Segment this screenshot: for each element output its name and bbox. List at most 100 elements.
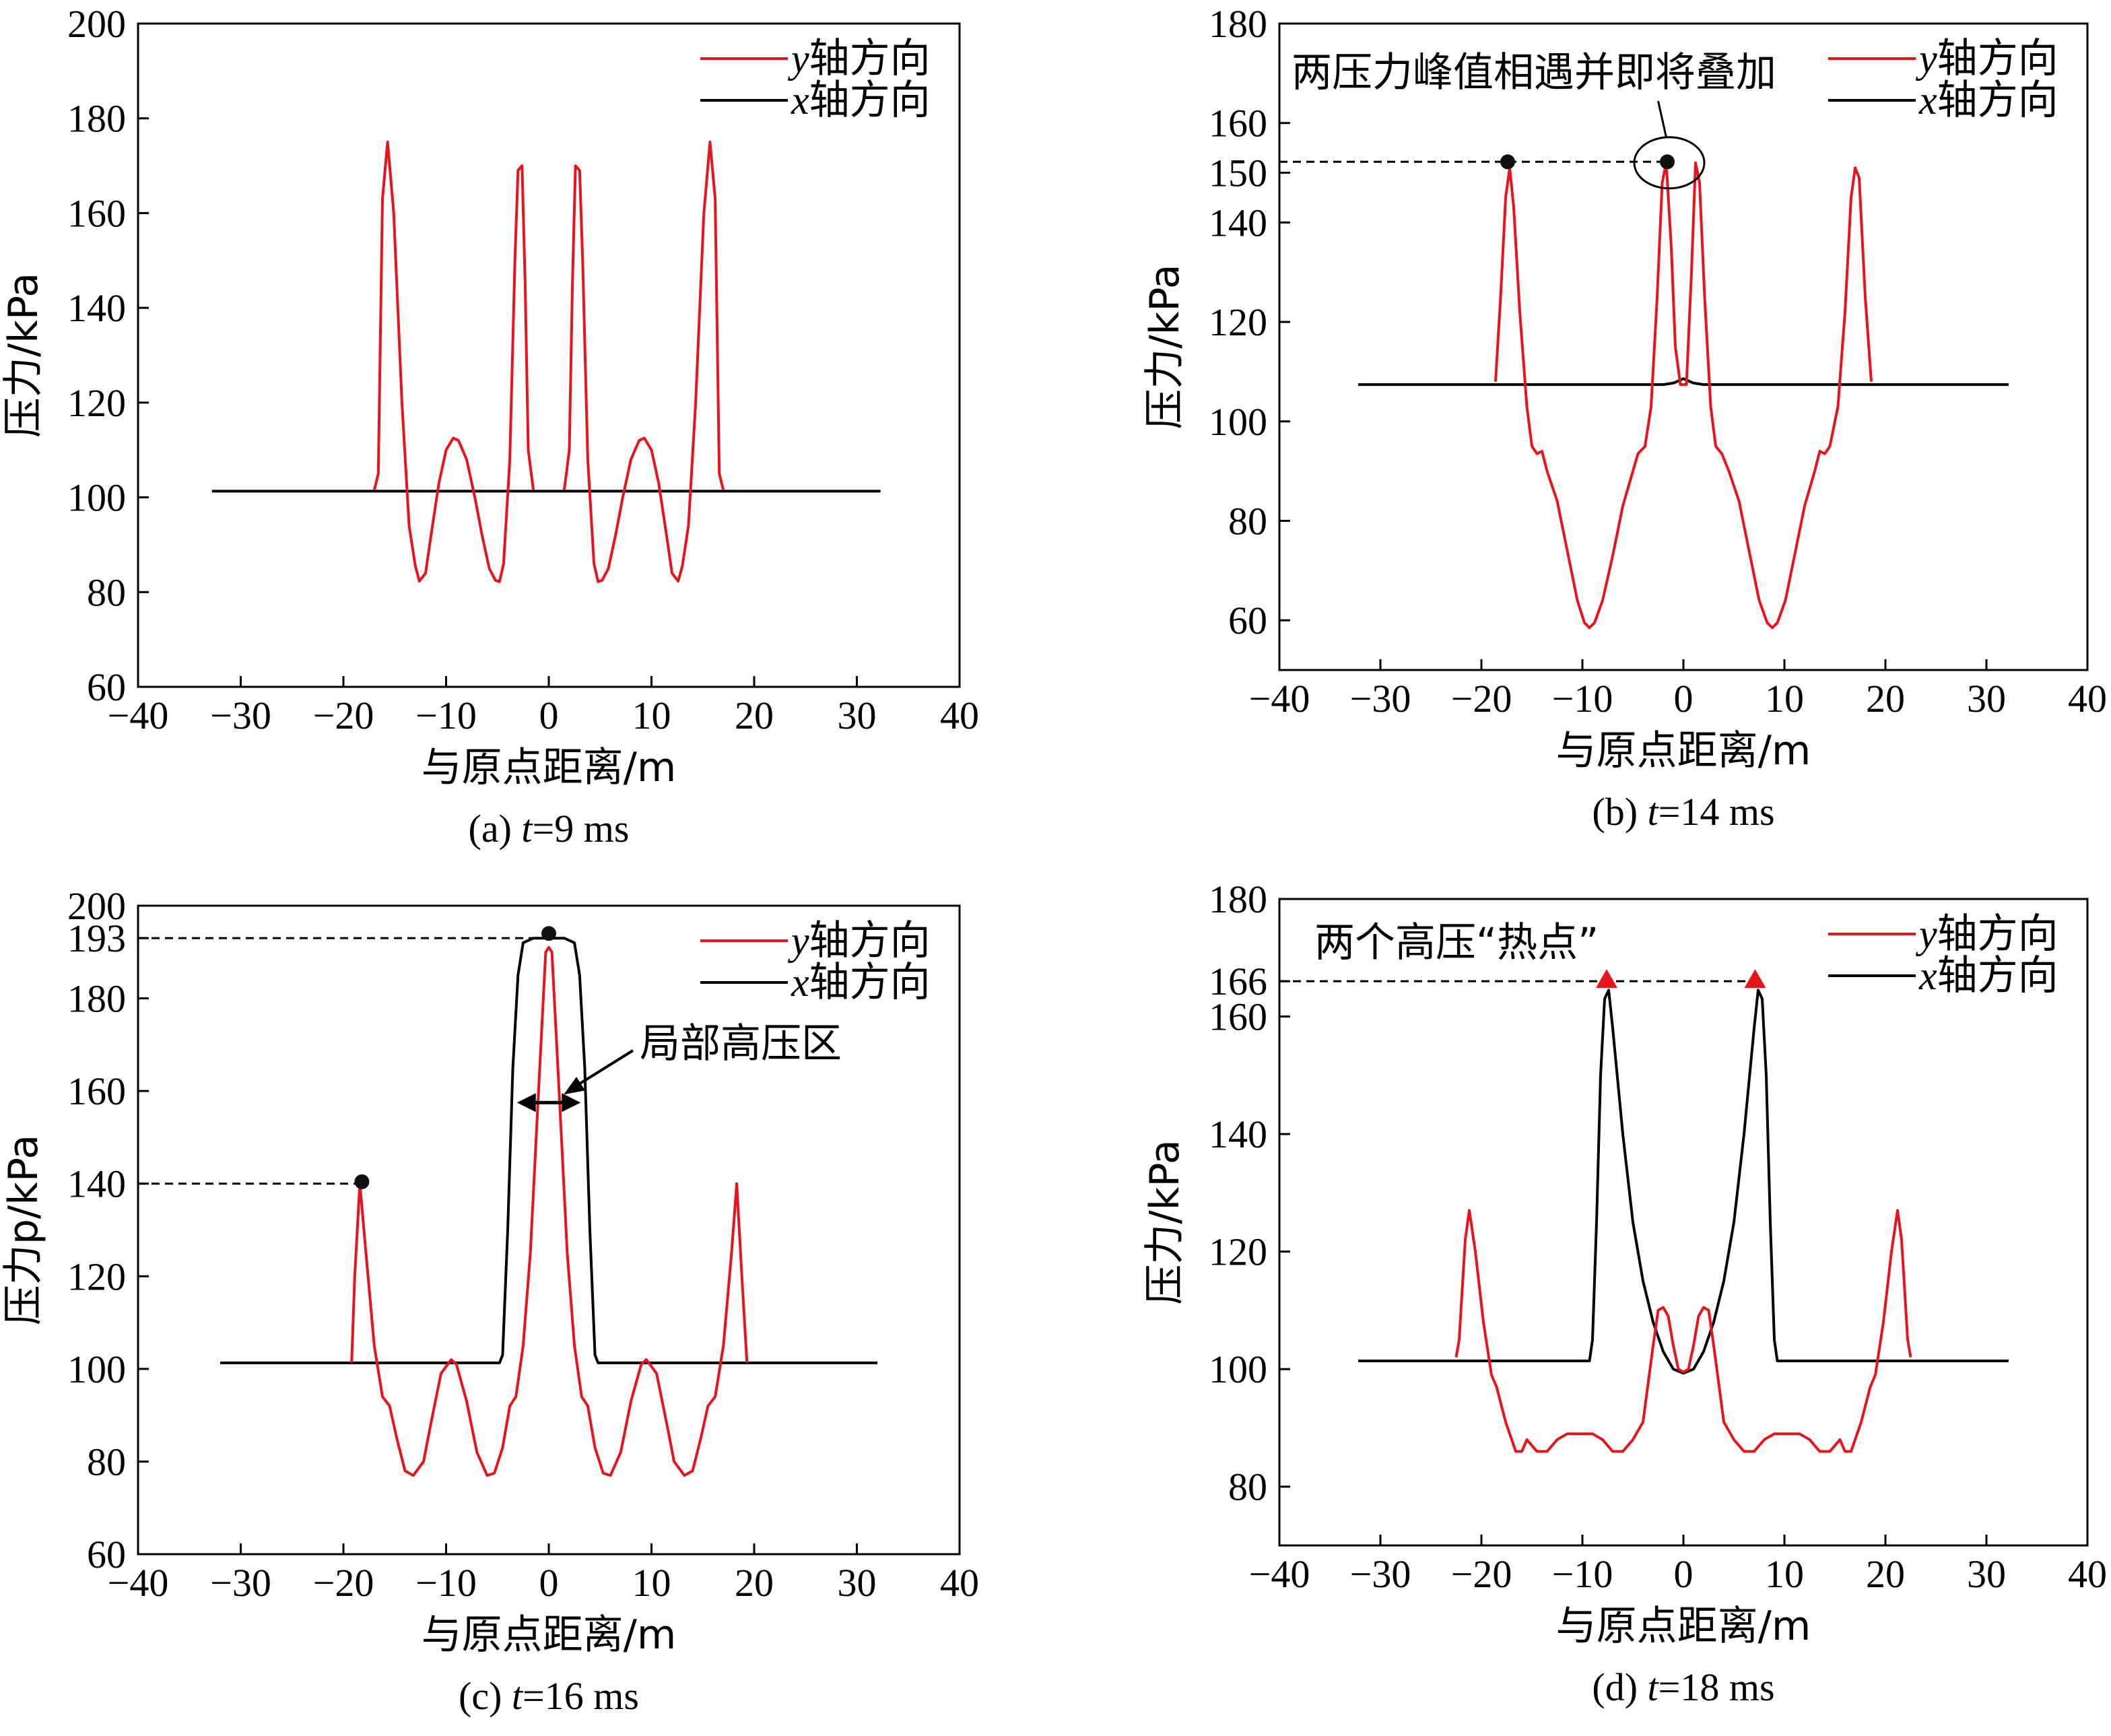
- legend-label: y轴方向: [1915, 35, 2058, 82]
- peak-marker-triangle: [1744, 969, 1766, 989]
- y-tick-label: 140: [67, 1162, 126, 1206]
- y-tick-label: 200: [67, 884, 126, 928]
- x-tick-label: 10: [1765, 1552, 1804, 1596]
- series-line-y-axis: [1454, 1209, 1912, 1453]
- caption-part: =14 ms: [1658, 790, 1775, 834]
- y-tick-label: 180: [1209, 877, 1267, 921]
- series-line-y-axis: [350, 945, 749, 1477]
- caption-part: (c): [459, 1674, 512, 1718]
- x-axis-label: 与原点距离/m: [1556, 1603, 1811, 1650]
- y-axis-label: 压力/kPa: [0, 273, 47, 438]
- y-tick-label: 100: [67, 1347, 126, 1391]
- x-tick-label: −30: [210, 1561, 271, 1605]
- legend-label: x轴方向: [1918, 77, 2058, 124]
- annotation-text: 两压力峰值相遇并即将叠加: [1292, 49, 1776, 96]
- y-tick-label: 180: [67, 977, 126, 1021]
- legend-label-text: 轴方向: [1937, 910, 2058, 958]
- y-tick-label: 60: [87, 1533, 126, 1576]
- y-tick-label: 180: [1209, 2, 1267, 46]
- y-tick-label: 120: [67, 381, 126, 425]
- x-tick-label: −10: [1552, 1552, 1613, 1596]
- y-tick-label: 80: [87, 1440, 126, 1483]
- x-tick-label: 10: [632, 1561, 671, 1605]
- caption-part: =16 ms: [523, 1674, 639, 1718]
- legend-label-italic: y: [787, 919, 809, 963]
- x-tick-label: 20: [735, 1561, 774, 1605]
- x-tick-label: 20: [735, 694, 774, 737]
- chart-caption: (c) t=16 ms: [459, 1674, 639, 1718]
- legend-label-text: 轴方向: [1937, 952, 2058, 999]
- x-tick-label: −20: [1451, 1552, 1512, 1596]
- annotation-text: 两个高压“热点”: [1314, 919, 1599, 966]
- chart-caption: (a) t=9 ms: [469, 807, 630, 850]
- y-tick-label: 160: [1209, 995, 1267, 1039]
- x-tick-label: −10: [415, 1561, 477, 1605]
- x-tick-label: 0: [539, 694, 559, 737]
- x-tick-label: −40: [108, 694, 169, 737]
- x-tick-label: 30: [838, 1561, 877, 1605]
- y-axis-label: 压力p/kPa: [0, 1135, 47, 1325]
- x-tick-label: 10: [1765, 677, 1804, 721]
- y-tick-label: 200: [67, 2, 126, 46]
- callout-leader: [572, 1049, 634, 1090]
- y-tick-label: 80: [1228, 499, 1267, 543]
- y-tick-label: 160: [67, 1069, 126, 1113]
- legend-label-text: 轴方向: [1937, 77, 2058, 124]
- series-line-x-axis: [1358, 377, 2009, 387]
- legend-label: x轴方向: [791, 959, 931, 1006]
- chart-panel-c: −40 −30 −20 −10 0 10 20 30 40 60 80 100 120 140 160 180…: [0, 884, 979, 1718]
- legend-label-italic: x: [1918, 954, 1937, 998]
- zone-arrow-head-left: [516, 1093, 536, 1112]
- legend-label-text: 轴方向: [1937, 35, 2058, 82]
- y-tick-label: 193: [67, 916, 126, 960]
- caption-part: (d): [1592, 1665, 1647, 1709]
- x-axis-label: 与原点距离/m: [1556, 727, 1811, 774]
- x-tick-label: 10: [632, 694, 671, 737]
- x-tick-label: 30: [838, 694, 877, 737]
- y-tick-label: 140: [1209, 1112, 1267, 1156]
- legend-label-text: 轴方向: [809, 35, 931, 82]
- y-tick-label: 160: [1209, 102, 1267, 145]
- x-tick-label: −40: [1249, 677, 1310, 721]
- caption-part: =18 ms: [1658, 1665, 1775, 1709]
- x-tick-label: −40: [1249, 1552, 1310, 1596]
- y-tick-label: 60: [87, 665, 126, 709]
- x-tick-label: 20: [1866, 1552, 1905, 1596]
- x-tick-label: 40: [2068, 677, 2107, 721]
- x-tick-label: −30: [210, 694, 271, 737]
- y-tick-label: 100: [67, 476, 126, 520]
- peak-marker-dot: [1660, 154, 1675, 170]
- legend-label: x轴方向: [1918, 952, 2058, 999]
- callout-ellipse: [1633, 136, 1706, 190]
- chart-panel-a: −40 −30 −20 −10 0 10 20 30 40 60 80 100 120 140 160 180…: [0, 2, 979, 850]
- legend-label-italic: x: [791, 960, 809, 1005]
- x-tick-label: 40: [940, 1561, 979, 1605]
- y-tick-label: 120: [1209, 300, 1267, 344]
- y-axis-label: 压力/kPa: [1141, 264, 1188, 429]
- x-tick-label: 40: [940, 694, 979, 737]
- legend-label-text: 轴方向: [809, 959, 931, 1006]
- y-tick-label: 140: [1209, 201, 1267, 244]
- legend-label-italic: x: [791, 78, 809, 123]
- peak-marker-dot: [541, 926, 556, 941]
- x-tick-label: 30: [1967, 677, 2006, 721]
- x-tick-label: −20: [313, 1561, 374, 1605]
- y-tick-label: 150: [1209, 152, 1267, 195]
- chart-caption: (d) t=18 ms: [1592, 1665, 1774, 1709]
- legend-label-italic: y: [1915, 912, 1937, 956]
- chart-caption: (b) t=14 ms: [1592, 790, 1774, 834]
- legend-label-italic: y: [1915, 36, 1937, 81]
- caption-part: =9 ms: [533, 807, 630, 850]
- series-line-x-axis: [1358, 989, 2009, 1375]
- y-tick-label: 120: [1209, 1230, 1267, 1274]
- y-tick-label: 100: [1209, 400, 1267, 444]
- x-tick-label: −20: [1451, 677, 1512, 721]
- legend-label: y轴方向: [787, 917, 931, 964]
- y-tick-label: 140: [67, 286, 126, 330]
- x-tick-label: 0: [1674, 677, 1694, 721]
- x-tick-label: 40: [2068, 1552, 2107, 1596]
